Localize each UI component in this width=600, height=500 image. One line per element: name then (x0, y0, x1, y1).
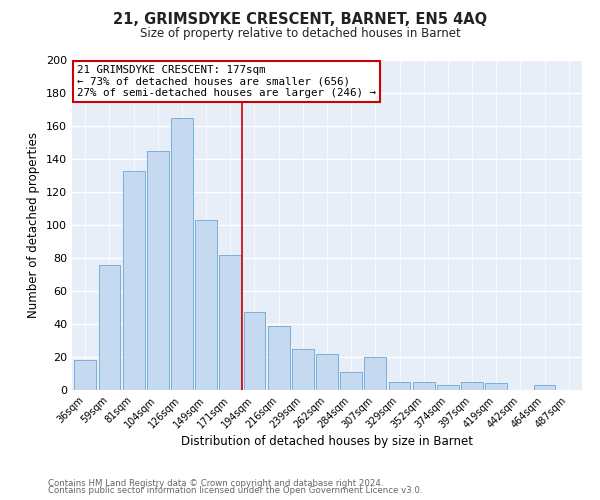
Text: Contains HM Land Registry data © Crown copyright and database right 2024.: Contains HM Land Registry data © Crown c… (48, 478, 383, 488)
Text: Size of property relative to detached houses in Barnet: Size of property relative to detached ho… (140, 28, 460, 40)
Bar (220, 254, 241, 390)
Bar (533, 385, 556, 390)
Bar (389, 382, 410, 390)
Bar (437, 385, 459, 390)
Bar (485, 384, 507, 390)
Bar (123, 170, 145, 390)
Bar (147, 151, 169, 390)
Y-axis label: Number of detached properties: Number of detached properties (28, 132, 40, 318)
Bar (195, 220, 217, 390)
Bar (461, 382, 483, 390)
Bar (364, 357, 386, 390)
Bar (98, 264, 121, 390)
Bar (244, 312, 265, 390)
Bar (74, 360, 96, 390)
Bar (413, 382, 434, 390)
Bar (340, 372, 362, 390)
Bar (292, 349, 314, 390)
X-axis label: Distribution of detached houses by size in Barnet: Distribution of detached houses by size … (181, 436, 473, 448)
Bar (316, 354, 338, 390)
Text: 21, GRIMSDYKE CRESCENT, BARNET, EN5 4AQ: 21, GRIMSDYKE CRESCENT, BARNET, EN5 4AQ (113, 12, 487, 28)
Bar (171, 118, 193, 390)
Text: 21 GRIMSDYKE CRESCENT: 177sqm
← 73% of detached houses are smaller (656)
27% of : 21 GRIMSDYKE CRESCENT: 177sqm ← 73% of d… (77, 65, 376, 98)
Bar (268, 326, 290, 390)
Text: Contains public sector information licensed under the Open Government Licence v3: Contains public sector information licen… (48, 486, 422, 495)
